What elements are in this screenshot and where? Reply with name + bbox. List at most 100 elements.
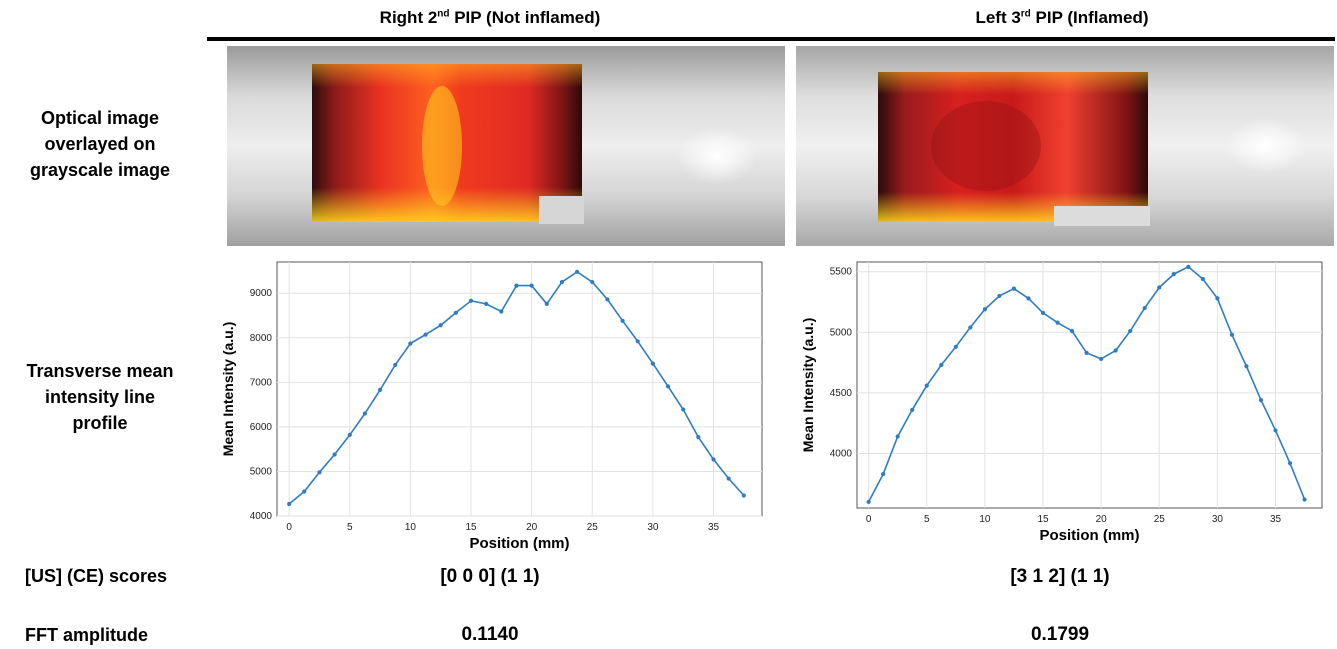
y-tick-label: 8000 [250, 333, 273, 344]
data-point [1302, 497, 1307, 502]
column-title-text: Left 3 [975, 8, 1021, 27]
data-point [559, 279, 565, 285]
data-point [287, 501, 292, 507]
data-point [881, 471, 886, 477]
row-label-optical: Optical image overlayed on grayscale ima… [0, 105, 200, 183]
x-tick-label: 15 [465, 522, 477, 533]
column-title-superscript: nd [437, 8, 450, 20]
data-point [665, 384, 671, 389]
x-tick-label: 10 [979, 514, 991, 525]
column-title-text: Right 2 [379, 8, 438, 27]
data-point [939, 362, 944, 368]
x-tick-label: 15 [1037, 514, 1049, 525]
data-point [302, 489, 307, 494]
x-tick-label: 0 [286, 522, 292, 533]
data-point [650, 361, 655, 366]
data-point [1084, 350, 1089, 355]
data-point [620, 318, 625, 323]
data-point [605, 297, 610, 302]
data-point [529, 283, 534, 288]
data-point [1040, 310, 1046, 315]
x-tick-label: 20 [526, 522, 538, 533]
optical-overlay-graphic [227, 46, 785, 246]
y-tick-label: 4500 [830, 388, 853, 399]
data-point [423, 332, 428, 337]
data-point [574, 269, 580, 274]
row-label-line: Optical image [40, 108, 160, 128]
y-tick-label: 5500 [830, 267, 853, 278]
data-point [590, 279, 595, 285]
data-point [438, 323, 443, 328]
y-tick-label: 9000 [250, 288, 273, 299]
data-point [1128, 328, 1133, 334]
data-point [866, 499, 871, 505]
data-point [1026, 296, 1031, 301]
data-point [347, 432, 352, 437]
row-label-line: grayscale image [29, 160, 171, 180]
data-point [1113, 348, 1118, 353]
header-rule [207, 37, 1335, 41]
row-label-fft: FFT amplitude [25, 625, 148, 645]
data-point [982, 307, 987, 312]
optical-overlay-image-right [227, 46, 785, 246]
column-title-left: Left 3rd PIP (Inflamed) [872, 8, 1252, 28]
column-title-text: PIP (Inflamed) [1030, 8, 1149, 27]
data-point [711, 457, 716, 462]
data-point [968, 325, 973, 330]
row-label-line: overlayed on [44, 134, 156, 154]
data-point [895, 434, 900, 439]
line-chart-right: 0 5 10 15 20 25 30 35 4000 5000 6000 7000 8000 9000 Po… [220, 261, 763, 552]
data-point [1287, 461, 1293, 466]
y-tick-label: 4000 [250, 511, 273, 522]
data-point [1244, 364, 1249, 369]
y-axis-label: Mean Intensity (a.u.) [800, 318, 816, 453]
x-tick-label: 5 [924, 514, 930, 525]
y-axis-label: Mean Intensity (a.u.) [220, 322, 236, 457]
optical-overlay-image-left [796, 46, 1334, 246]
y-tick-label: 5000 [250, 466, 273, 477]
data-point [1055, 320, 1060, 325]
data-point [726, 476, 731, 481]
x-tick-label: 35 [1270, 514, 1282, 525]
data-point [924, 383, 929, 388]
data-point [1200, 276, 1205, 282]
row-label-line: Transverse mean [26, 361, 174, 381]
line-chart-left: 0 5 10 15 20 25 30 35 4000 4500 5000 5500 Position (… [800, 261, 1323, 544]
y-tick-label: 6000 [250, 422, 273, 433]
x-tick-label: 0 [866, 514, 872, 525]
x-tick-label: 20 [1096, 514, 1108, 525]
row-label-profile: Transverse mean intensity line profile [0, 358, 200, 436]
score-value-left: [3 1 2] (1 1) [1010, 566, 1110, 587]
fft-value-right: 0.1140 [461, 624, 519, 645]
x-tick-label: 25 [587, 522, 599, 533]
data-point [1171, 272, 1176, 277]
column-title-text: PIP (Not inflamed) [449, 8, 601, 27]
data-point [910, 407, 915, 412]
x-tick-label: 30 [1212, 514, 1224, 525]
fft-value-left: 0.1799 [1030, 624, 1090, 645]
data-point [1069, 328, 1075, 334]
data-point [1186, 264, 1191, 269]
data-point [484, 301, 489, 306]
data-point [953, 344, 958, 349]
x-tick-label: 10 [405, 522, 417, 533]
data-point [681, 407, 686, 412]
column-title-superscript: rd [1020, 8, 1031, 20]
data-point [1258, 398, 1264, 403]
data-point [1215, 296, 1220, 301]
data-point [453, 310, 458, 315]
data-point [362, 411, 368, 416]
data-point [514, 283, 519, 288]
row-label-line: profile [72, 413, 128, 433]
x-axis-label: Position (mm) [470, 535, 570, 552]
x-tick-label: 35 [708, 522, 720, 533]
column-title-right: Right 2nd PIP (Not inflamed) [300, 8, 680, 28]
data-point [997, 293, 1002, 299]
optical-overlay-graphic [796, 46, 1334, 246]
plot-area [276, 261, 763, 517]
y-tick-label: 5000 [830, 327, 853, 338]
data-point [468, 298, 474, 303]
data-point [1157, 285, 1162, 290]
data-point [741, 493, 746, 498]
y-tick-label: 4000 [830, 448, 853, 459]
